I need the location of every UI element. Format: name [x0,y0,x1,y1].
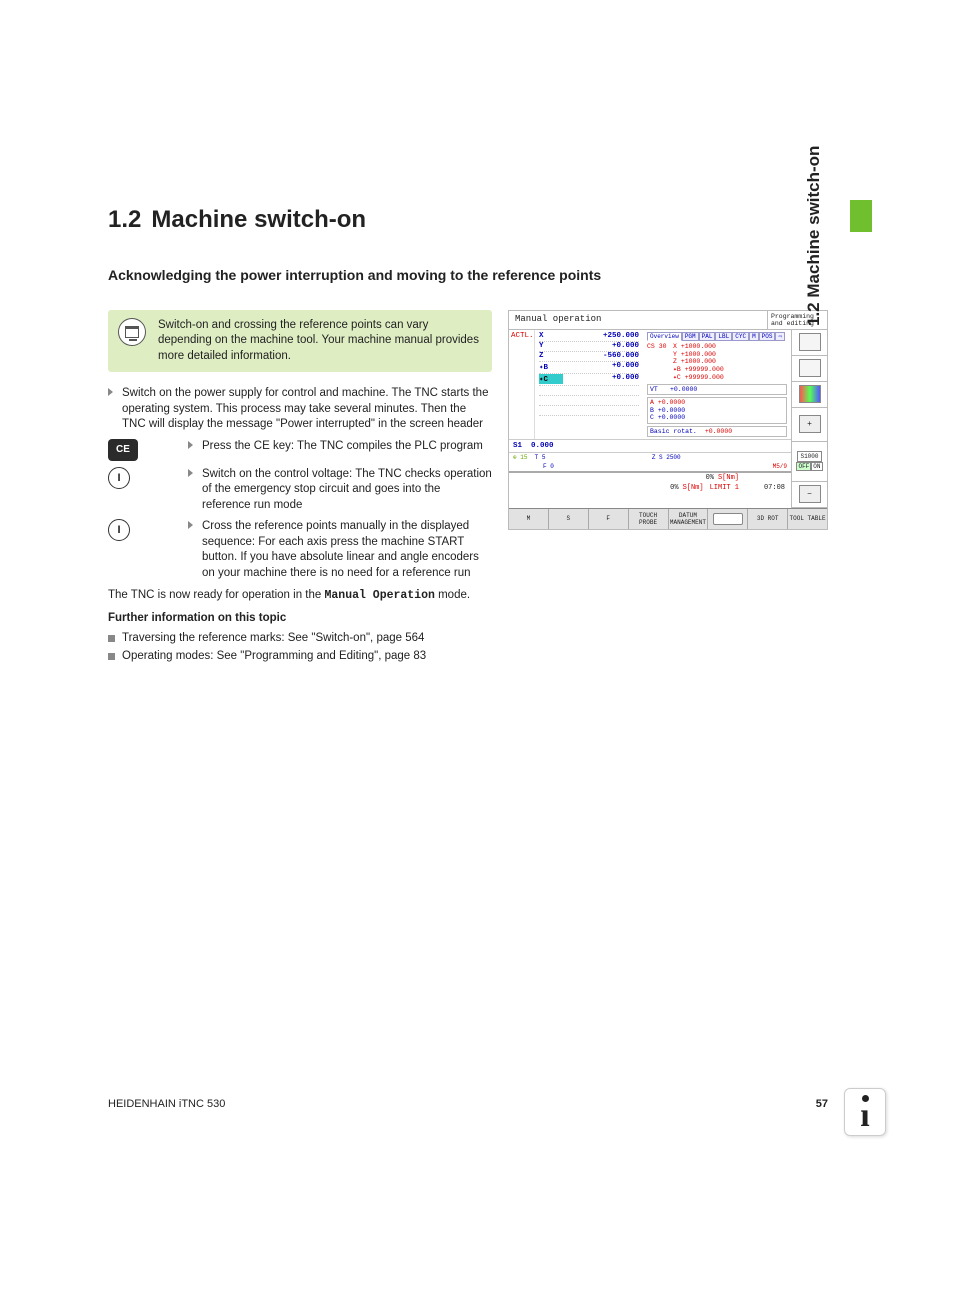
start-key-icon: I [108,519,130,541]
screenshot: Manual operation Programmingand editing … [508,310,828,530]
info-column: OverviewPGMPALLBLCYCMPOS⇨ CS 30 X +1000.… [643,330,791,439]
softkey-blank [708,509,748,529]
softkey-m: M [509,509,549,529]
intro-para: Switch on the power supply for control a… [108,386,492,433]
screen-tabs: OverviewPGMPALLBLCYCMPOS⇨ [647,332,787,341]
screen-title: Manual operation [509,311,767,329]
softkey-icon [799,359,821,377]
step-row: CE Press the CE key: The TNC compiles th… [108,439,492,461]
step-row: I Cross the reference points manually in… [108,519,492,581]
section-heading: 1.2 Machine switch-on [108,206,828,234]
triangle-icon [188,441,193,449]
softkey-datum: DATUM MANAGEMENT [669,509,709,529]
triangle-icon [188,469,193,477]
footer-left: HEIDENHAIN iTNC 530 [108,1098,225,1110]
plus-icon: + [799,415,821,433]
manual-icon [118,318,146,346]
side-tab-text: 1.2 Machine switch-on [804,146,824,326]
softkey-tool-table: TOOL TABLE [788,509,827,529]
page-footer: HEIDENHAIN iTNC 530 57 [108,1098,828,1110]
status-small: ⊕ 15 T 5 Z S 2500 [509,453,791,462]
further-heading: Further information on this topic [108,612,492,624]
actl-label: ACTL. [509,330,535,439]
ready-line: The TNC is now ready for operation in th… [108,589,492,602]
info-icon: ı [844,1088,886,1136]
softkey-s: S [549,509,589,529]
triangle-icon [188,521,193,529]
further-item: Traversing the reference marks: See "Swi… [108,630,492,647]
step-row: I Switch on the control voltage: The TNC… [108,467,492,514]
snm-row: 0%S[Nm] [509,472,791,483]
softkey-3drot: 3D ROT [748,509,788,529]
side-tab-marker [850,200,872,232]
section-title: Machine switch-on [151,206,366,233]
page-number: 57 [816,1098,828,1110]
ce-key-icon: CE [108,439,138,461]
softkey-f: F [589,509,629,529]
section-num: 1.2 [108,206,141,233]
subheading: Acknowledging the power interruption and… [108,266,828,286]
axis-positions: X+250.000 Y+0.000 Z-560.000 ✦B+0.000 ✦C+… [535,330,643,439]
softkey-touch-probe: TOUCH PROBE [629,509,669,529]
triangle-icon [108,388,113,396]
note-text: Switch-on and crossing the reference poi… [158,318,482,365]
minus-icon: − [799,485,821,503]
right-softkeys: + S1000 OFFON − [791,330,827,508]
note-box: Switch-on and crossing the reference poi… [108,310,492,373]
start-key-icon: I [108,467,130,489]
side-tab: 1.2 Machine switch-on [848,200,872,450]
softkey-icon [799,333,821,351]
s1000-label: S1000 [797,451,821,462]
spindle-row: S1 0.000 [509,439,791,453]
rgb-icon [799,385,821,403]
text-column: Switch-on and crossing the reference poi… [108,310,492,665]
bottom-softkeys: M S F TOUCH PROBE DATUM MANAGEMENT 3D RO… [509,508,827,529]
further-item: Operating modes: See "Programming and Ed… [108,648,492,665]
